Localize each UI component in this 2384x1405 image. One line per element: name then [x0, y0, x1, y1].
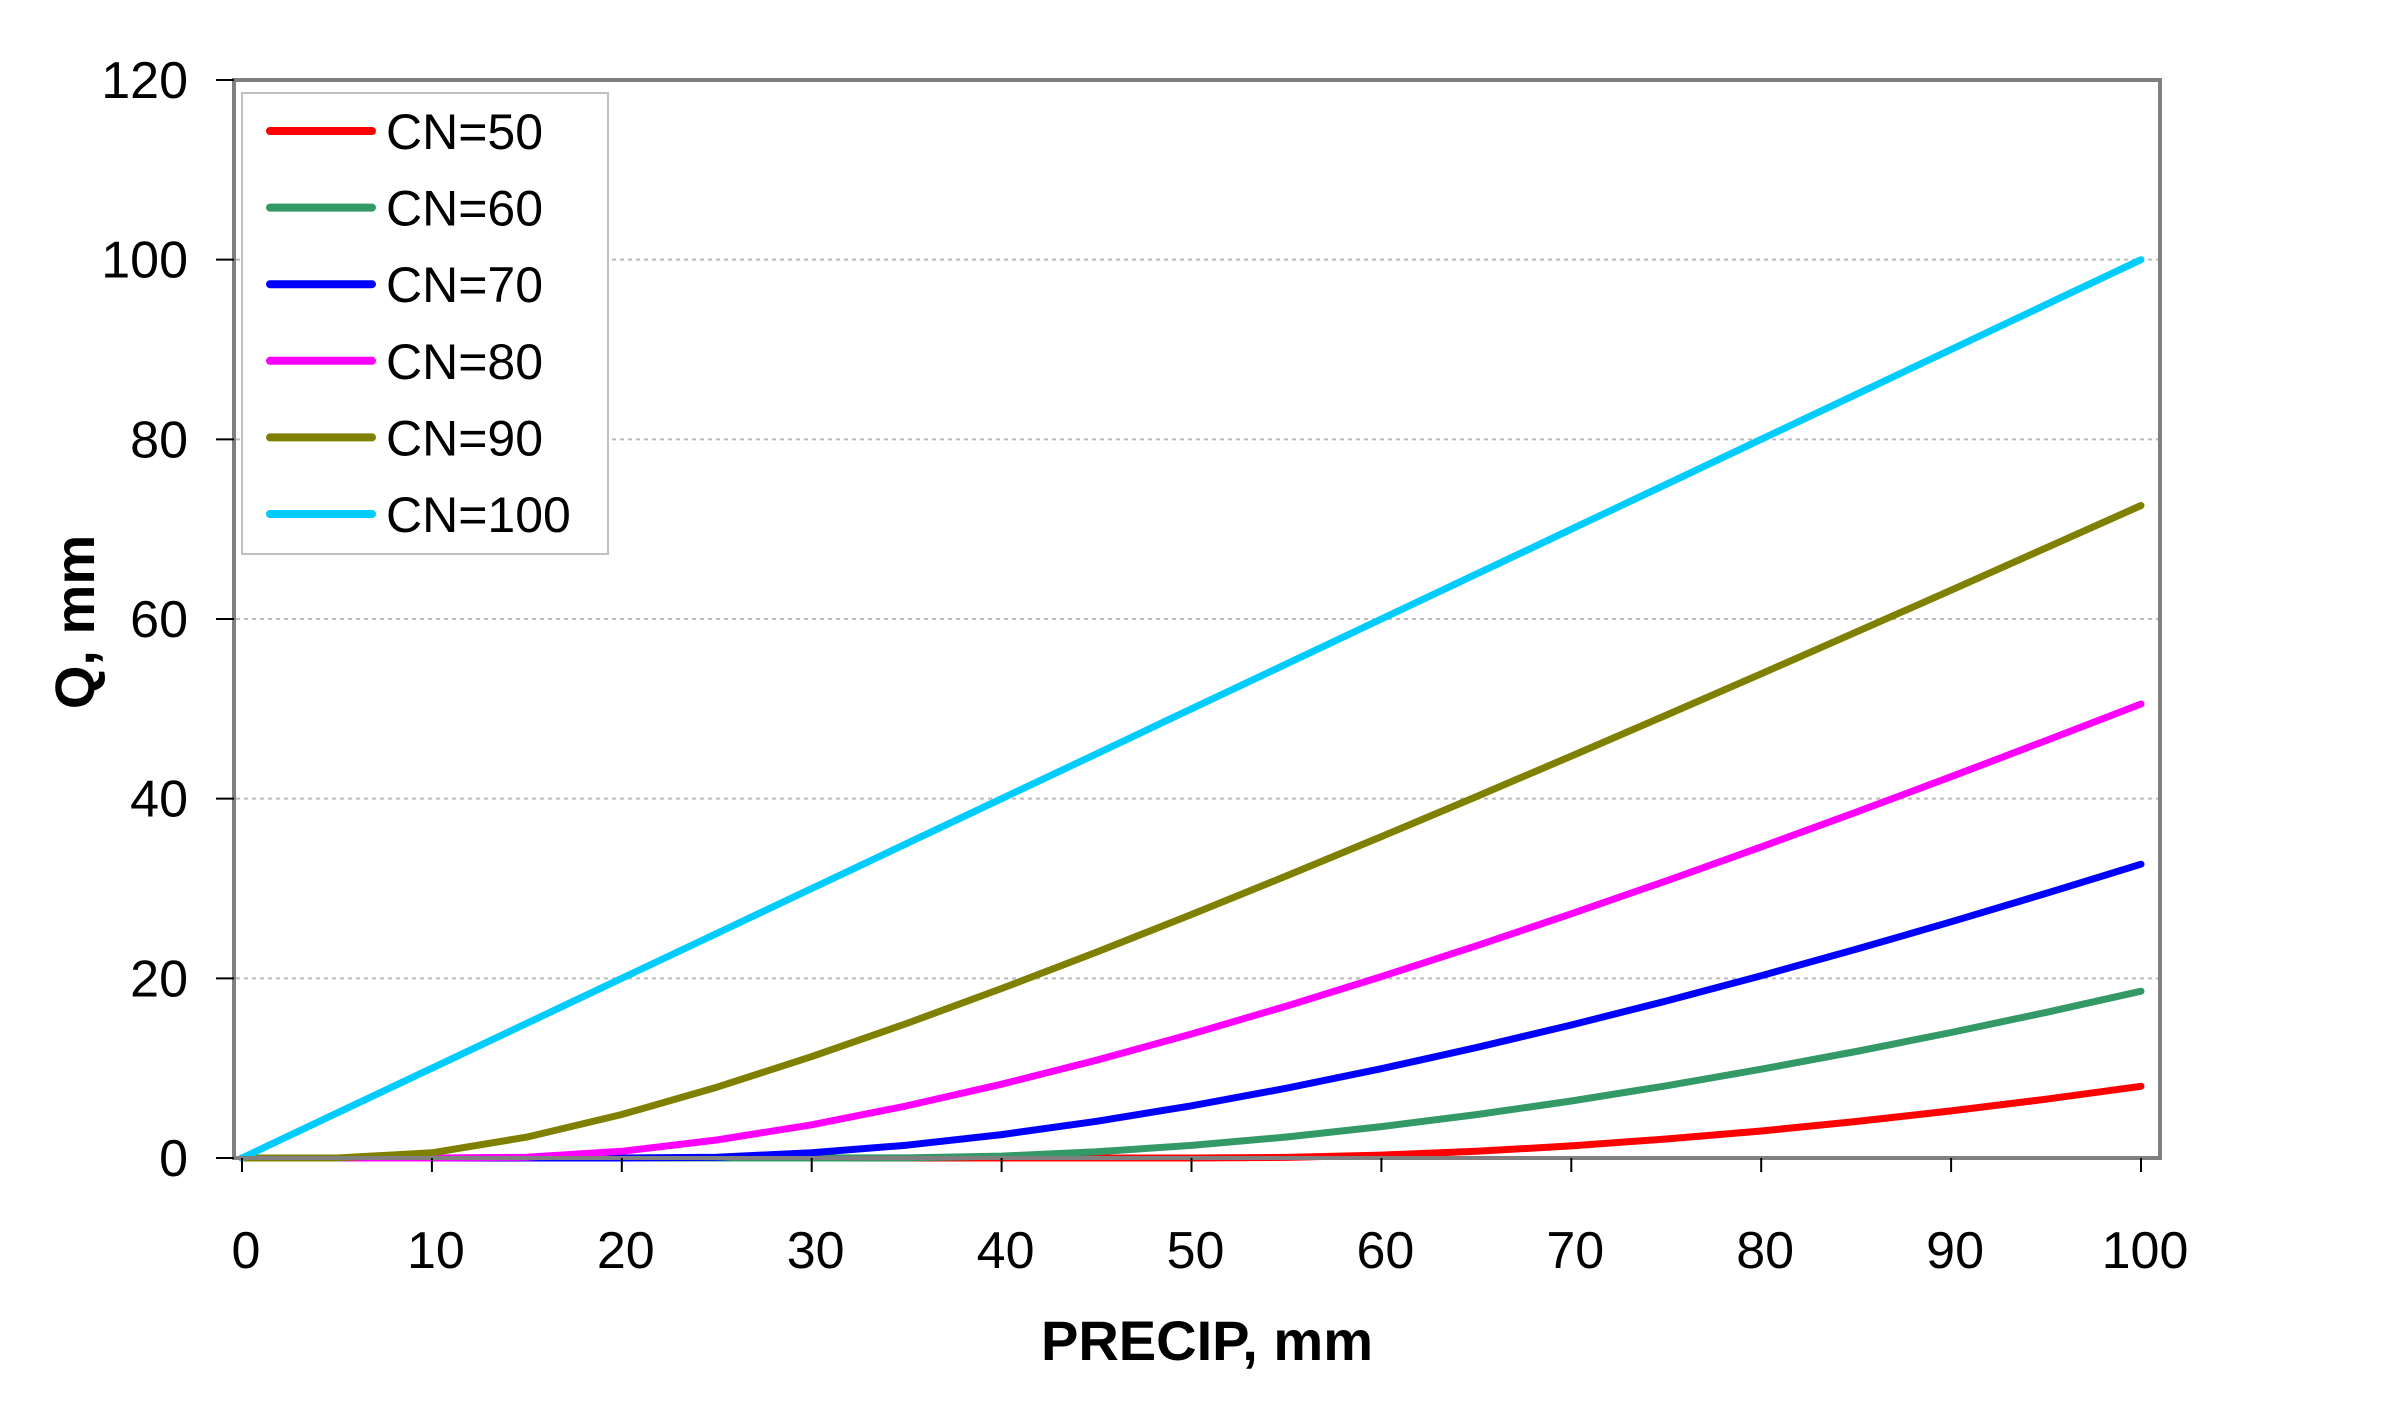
series-line-cn-60: [238, 987, 2145, 1162]
axes: 0 20 40 60 80 100 120 0 10 20 30 40 50 60 70 80 90 100: [101, 52, 2188, 1280]
series-line-cn-100: [238, 256, 2145, 1162]
y-tick-label: 40: [130, 771, 188, 829]
y-tick-label: 0: [159, 1130, 188, 1188]
x-tick-label: 0: [232, 1222, 261, 1280]
legend-label: CN=100: [386, 487, 571, 543]
legend-label: CN=90: [386, 410, 543, 466]
legend-label: CN=70: [386, 257, 543, 313]
x-tick-label: 40: [977, 1222, 1035, 1280]
series-line-cn-70: [238, 860, 2145, 1162]
y-tick-label: 60: [130, 591, 188, 649]
legend-box: [241, 92, 609, 555]
x-tick-label: 90: [1926, 1222, 1984, 1280]
y-tick-label: 80: [130, 411, 188, 469]
legend-label: CN=80: [386, 334, 543, 390]
x-axis-title: PRECIP, mm: [1041, 1309, 1373, 1372]
x-tick-label: 50: [1167, 1222, 1225, 1280]
x-tick-label: 20: [597, 1222, 655, 1280]
legend-label: CN=60: [386, 181, 543, 237]
y-tick-label: 120: [101, 52, 188, 110]
series-line-cn-90: [238, 502, 2145, 1162]
x-tick-label: 100: [2102, 1222, 2189, 1280]
x-tick-label: 60: [1356, 1222, 1414, 1280]
y-axis-title: Q, mm: [43, 535, 106, 709]
x-tick-label: 80: [1736, 1222, 1794, 1280]
legend: CN=50 CN=60 CN=70 CN=80 CN=90 CN=100: [241, 92, 609, 555]
x-tick-label: 70: [1546, 1222, 1604, 1280]
legend-label: CN=50: [386, 104, 543, 160]
x-tick-label: 10: [407, 1222, 465, 1280]
x-tick-label: 30: [787, 1222, 845, 1280]
y-tick-label: 20: [130, 950, 188, 1008]
y-tick-label: 100: [101, 232, 188, 290]
series-line-cn-80: [238, 700, 2145, 1162]
